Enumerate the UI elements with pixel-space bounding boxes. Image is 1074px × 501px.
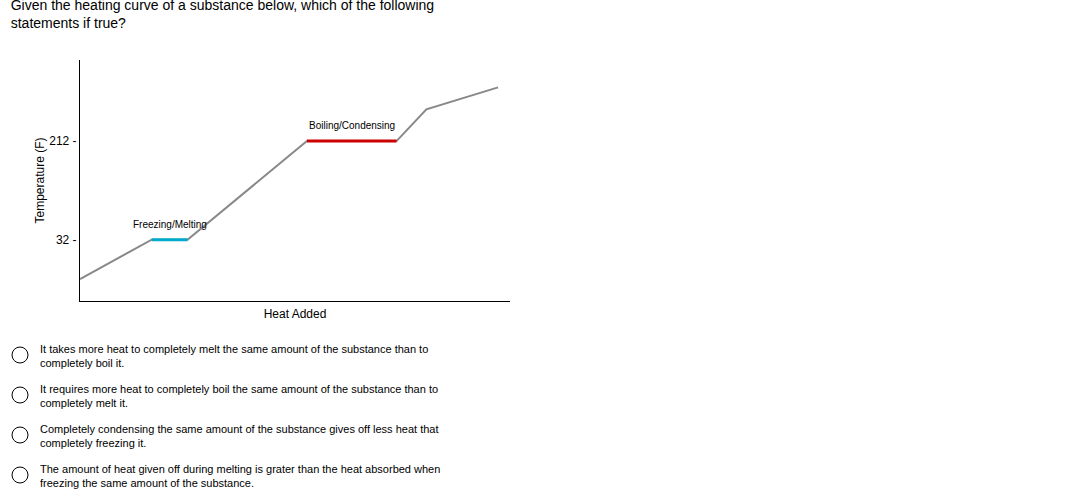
svg-text:Completely condensing the same: Completely condensing the same amount of… <box>40 423 438 449</box>
svg-text:Heat Added: Heat Added <box>264 307 327 321</box>
svg-text:32 -: 32 - <box>56 233 77 247</box>
svg-text:Temperature (F): Temperature (F) <box>33 137 47 223</box>
svg-text:The amount of heat given off d: The amount of heat given off during melt… <box>40 463 440 489</box>
svg-text:Freezing/Melting: Freezing/Melting <box>133 219 207 230</box>
svg-text:It requires more heat to compl: It requires more heat to completely boil… <box>40 383 438 409</box>
svg-text:It takes more heat to complete: It takes more heat to completely melt th… <box>40 343 428 369</box>
svg-text:Given the heating curve of a s: Given the heating curve of a substance b… <box>11 0 434 31</box>
svg-text:Boiling/Condensing: Boiling/Condensing <box>309 120 395 131</box>
svg-text:212 -: 212 - <box>49 134 76 148</box>
